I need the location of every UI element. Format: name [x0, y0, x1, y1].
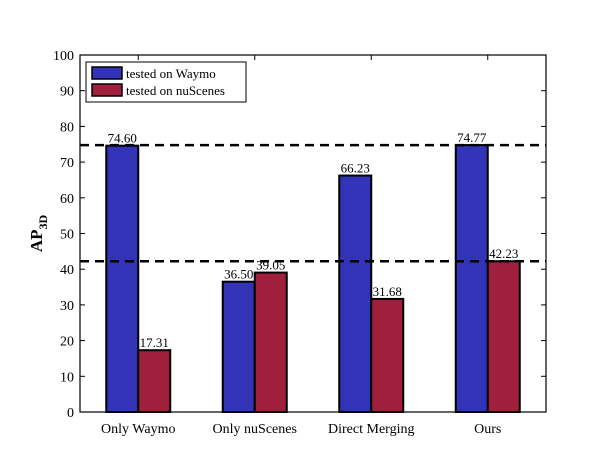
bar-waymo [454, 144, 489, 413]
data-label: 74.77 [457, 130, 487, 145]
legend-swatch [91, 66, 123, 80]
x-tick-label: Only nuScenes [213, 422, 297, 437]
x-tick-label: Only Waymo [101, 422, 175, 437]
data-label: 74.60 [108, 131, 137, 146]
reference-lines [80, 143, 546, 263]
x-tick-label: Direct Merging [328, 422, 414, 437]
data-label: 42.23 [489, 246, 518, 261]
bars [105, 144, 521, 414]
axis-ticks: 0 10 20 30 40 50 60 70 80 90 100 Only Waymo Only nuS… [53, 49, 546, 437]
y-tick-label: 70 [60, 156, 74, 171]
y-tick-label: 60 [60, 192, 74, 207]
y-tick-label: 20 [60, 335, 74, 350]
bar-nuscenes [137, 349, 172, 414]
y-tick-label: 30 [60, 299, 74, 314]
y-axis-label-subscript: 3D [36, 215, 50, 230]
bar-waymo [105, 144, 140, 413]
y-tick-label: 90 [60, 85, 74, 100]
y-axis-label: AP3D [27, 215, 50, 253]
bar-waymo [338, 174, 373, 413]
bar-nuscenes [486, 260, 521, 413]
bar-waymo [221, 280, 256, 413]
y-tick-label: 0 [67, 406, 74, 421]
legend-label: tested on Waymo [126, 66, 216, 81]
bar-nuscenes [253, 271, 288, 413]
legend-label: tested on nuScenes [126, 83, 225, 98]
bar-nuscenes [370, 297, 405, 414]
y-axis-label-main: AP [27, 230, 46, 253]
data-label: 66.23 [341, 161, 370, 176]
data-label: 17.31 [140, 335, 169, 350]
data-label: 31.68 [373, 284, 402, 299]
y-tick-label: 50 [60, 228, 74, 243]
legend-swatch [91, 83, 123, 97]
data-label: 36.50 [224, 267, 253, 282]
y-tick-label: 10 [60, 370, 74, 385]
x-tick-label: Ours [474, 422, 501, 437]
y-tick-label: 100 [53, 49, 74, 64]
y-tick-label: 80 [60, 120, 74, 135]
legend: tested on Waymo tested on nuScenes [85, 61, 247, 103]
data-label: 39.05 [256, 258, 285, 273]
y-tick-label: 40 [60, 263, 74, 278]
